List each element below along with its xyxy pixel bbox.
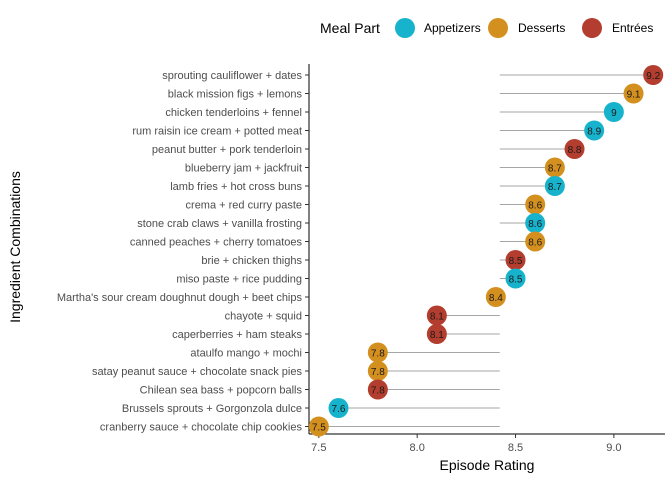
data-point (485, 287, 506, 307)
y-tick-label: crema + red curry paste (186, 200, 302, 212)
data-label: 7.8 (371, 349, 385, 360)
y-tick-label: blueberry jam + jackfruit (185, 163, 302, 175)
data-label: 7.8 (371, 367, 385, 378)
x-axis-title: Episode Rating (440, 457, 535, 473)
data-point (505, 250, 526, 270)
legend-label-2: Entrées (612, 21, 653, 35)
data-label: 8.5 (509, 256, 523, 267)
y-tick-label: satay peanut sauce + chocolate snack pie… (92, 366, 303, 378)
y-tick-label: Chilean sea bass + popcorn balls (140, 385, 303, 397)
data-label: 8.7 (548, 164, 562, 175)
data-label: 8.6 (528, 219, 542, 230)
legend-key-1 (488, 18, 508, 38)
data-point (426, 324, 447, 344)
data-point (544, 176, 565, 196)
y-tick-label: Martha's sour cream doughnut dough + bee… (57, 292, 303, 304)
data-label: 7.5 (312, 423, 326, 434)
y-tick-label: chayote + squid (225, 311, 302, 323)
data-point (544, 157, 565, 178)
data-point (505, 268, 526, 289)
data-point (367, 379, 388, 400)
y-tick-label: Brussels sprouts + Gorgonzola dulce (122, 403, 302, 415)
legend-label-0: Appetizers (424, 21, 481, 35)
data-point (623, 83, 644, 104)
data-label: 8.5 (509, 275, 523, 286)
data-label: 8.7 (548, 182, 562, 193)
data-label: 8.6 (528, 238, 542, 249)
y-tick-label: rum raisin ice cream + potted meat (132, 126, 302, 138)
data-point (584, 120, 605, 141)
data-label: 9.1 (627, 90, 641, 101)
data-point (525, 231, 546, 252)
data-point (525, 194, 546, 215)
y-tick-label: canned peaches + cherry tomatoes (130, 237, 303, 249)
data-point (308, 416, 329, 437)
y-tick-label: black mission figs + lemons (168, 89, 303, 101)
x-tick-label: 9.0 (606, 442, 621, 454)
data-point (525, 213, 546, 233)
y-tick-label: caperberries + ham steaks (172, 329, 302, 341)
x-tick-label: 7.5 (311, 442, 326, 454)
y-tick-label: cranberry sauce + chocolate chip cookies (100, 422, 303, 434)
data-label: 9 (611, 108, 617, 119)
data-point (328, 398, 349, 418)
data-label: 9.2 (646, 71, 660, 82)
data-point (367, 342, 388, 363)
y-tick-label: ataulfo mango + mochi (190, 348, 302, 360)
legend-title: Meal Part (320, 20, 380, 36)
legend-key-0 (395, 18, 415, 38)
data-label: 8.6 (528, 201, 542, 212)
y-tick-label: miso paste + rice pudding (176, 274, 302, 286)
y-tick-label: chicken tenderloins + fennel (165, 107, 302, 119)
legend-key-2 (582, 18, 602, 38)
data-point (367, 361, 388, 381)
data-point (426, 305, 447, 326)
data-point (564, 139, 585, 159)
data-label: 8.8 (568, 145, 582, 156)
data-label: 8.9 (587, 127, 601, 138)
data-label: 8.1 (430, 312, 444, 323)
y-tick-label: peanut butter + pork tenderloin (152, 144, 302, 156)
data-point (643, 65, 664, 85)
y-tick-label: sprouting cauliflower + dates (162, 70, 302, 82)
legend: Meal Part Appetizers Desserts Entrées (320, 18, 653, 38)
x-tick-label: 8.0 (410, 442, 425, 454)
y-tick-label: stone crab claws + vanilla frosting (137, 218, 302, 230)
data-label: 7.6 (332, 404, 346, 415)
data-label: 8.1 (430, 330, 444, 341)
x-tick-label: 8.5 (508, 442, 523, 454)
data-label: 8.4 (489, 293, 503, 304)
y-axis-title: Ingredient Combinations (7, 171, 23, 323)
data-point (603, 102, 624, 122)
legend-label-1: Desserts (518, 21, 565, 35)
y-tick-label: brie + chicken thighs (201, 255, 302, 267)
y-tick-label: lamb fries + hot cross buns (170, 181, 302, 193)
data-label: 7.8 (371, 386, 385, 397)
